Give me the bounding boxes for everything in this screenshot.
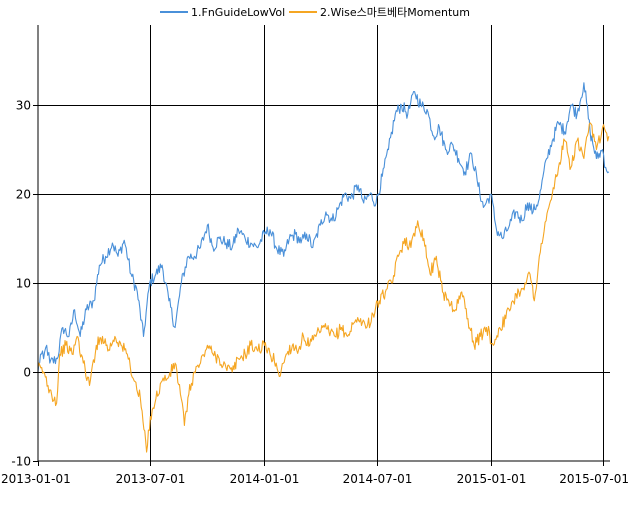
- legend: 1.FnGuideLowVol 2.Wise스마트베타Momentum: [160, 6, 470, 19]
- series-line-2: [37, 122, 610, 453]
- y-tick-label: 20: [16, 188, 31, 202]
- y-tick-label: -10: [11, 455, 31, 469]
- axes: [37, 25, 610, 462]
- y-tick-label: 10: [16, 277, 31, 291]
- legend-label-series-2: 2.Wise스마트베타Momentum: [320, 6, 470, 19]
- x-tick-label: 2015-01-01: [457, 472, 527, 486]
- x-tick-label: 2013-01-01: [1, 472, 71, 486]
- x-tick-label: 2015-07-01: [559, 472, 629, 486]
- series-group: [37, 82, 610, 453]
- x-tick-labels: 2013-01-01 2013-07-01 2014-01-01 2014-07-01…: [1, 472, 629, 486]
- x-tick-label: 2013-07-01: [116, 472, 186, 486]
- x-tick-label: 2014-01-01: [230, 472, 300, 486]
- legend-label-series-1: 1.FnGuideLowVol: [191, 6, 285, 19]
- y-tick-label: 30: [16, 99, 31, 113]
- y-tick-label: 0: [23, 366, 31, 380]
- x-tick-label: 2014-07-01: [343, 472, 413, 486]
- series-line-1: [37, 82, 610, 373]
- y-tick-labels: -10 0 10 20 30: [11, 99, 31, 469]
- grid: [33, 25, 610, 466]
